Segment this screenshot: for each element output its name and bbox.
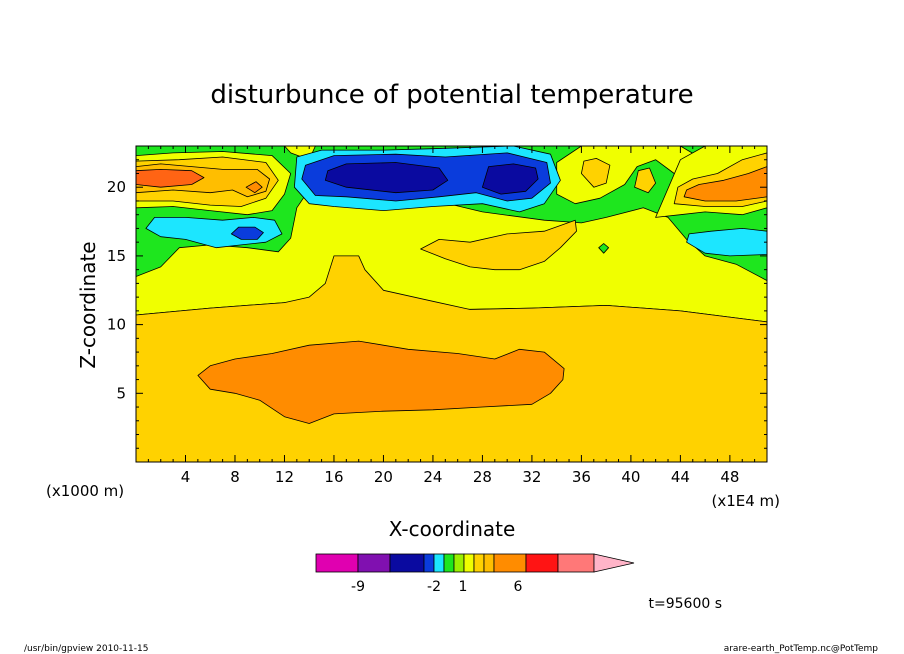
colorbar-swatch — [483, 553, 495, 573]
x-tick-label: 40 — [621, 468, 640, 486]
contour-cyan-right — [686, 227, 767, 257]
y-tick-label: 15 — [107, 247, 126, 265]
colorbar-swatch — [493, 553, 527, 573]
x-tick-label: 12 — [275, 468, 294, 486]
colorbar-swatch — [423, 553, 435, 573]
contour-navy-core-right — [481, 163, 539, 195]
colorbar-label: 1 — [459, 579, 468, 595]
x-tick-label: 32 — [522, 468, 541, 486]
contour-light-orange-small-right-b — [634, 167, 656, 194]
y-axis-label: Z-coordinate — [76, 241, 100, 368]
contour-navy-core-left — [324, 162, 449, 194]
colorbar-swatch — [389, 553, 425, 573]
x-unit-left: (x1000 m) — [46, 482, 124, 500]
y-axis-ticks: 5 10 15 20 — [107, 159, 767, 449]
footer-right: arare-earth_PotTemp.nc@PotTemp — [724, 644, 879, 654]
contour-regions — [136, 146, 767, 462]
plot-frame — [135, 145, 768, 463]
colorbar-label: 6 — [514, 579, 523, 595]
x-tick-label: 28 — [473, 468, 492, 486]
colorbar-swatch — [453, 553, 465, 573]
footer-left: /usr/bin/gpview 2010-11-15 — [24, 644, 148, 654]
colorbar-swatch — [357, 553, 391, 573]
x-axis-label: X-coordinate — [389, 517, 516, 541]
x-tick-label: 48 — [720, 468, 739, 486]
x-tick-label: 8 — [230, 468, 240, 486]
colorbar — [315, 553, 635, 573]
x-tick-label: 4 — [181, 468, 191, 486]
colorbar-swatch — [433, 553, 445, 573]
colorbar-swatch — [315, 553, 359, 573]
x-tick-label: 20 — [374, 468, 393, 486]
contour-lower-orange-core — [197, 340, 565, 424]
contour-dark-orange-left-core — [136, 168, 205, 188]
contour-blue-small-left — [230, 226, 264, 240]
colorbar-swatch — [473, 553, 485, 573]
y-tick-label: 5 — [116, 384, 126, 402]
contour-green-patch-mid-right — [598, 243, 609, 254]
y-tick-label: 20 — [107, 178, 126, 196]
contour-dark-orange-small-left — [245, 181, 263, 194]
contour-orange-right-top — [683, 166, 767, 202]
colorbar-labels: -9 -2 1 6 — [351, 579, 523, 595]
contour-light-orange-mid — [420, 219, 577, 271]
x-unit-right: (x1E4 m) — [711, 492, 780, 510]
x-tick-label: 36 — [572, 468, 591, 486]
colorbar-label: -2 — [427, 579, 441, 595]
colorbar-swatch — [525, 553, 559, 573]
contour-light-orange-small-right-a — [581, 157, 611, 188]
chart-title: disturbunce of potential temperature — [210, 80, 693, 110]
y-tick-label: 10 — [107, 316, 126, 334]
x-tick-label: 16 — [324, 468, 343, 486]
x-axis-ticks: 4 8 12 16 20 24 28 32 36 40 44 48 — [147, 146, 756, 486]
colorbar-label: -9 — [351, 579, 365, 595]
colorbar-swatch — [463, 553, 475, 573]
x-tick-label: 24 — [423, 468, 442, 486]
x-tick-label: 44 — [671, 468, 690, 486]
contour-cyan-left — [145, 216, 283, 249]
colorbar-extend-triangle — [593, 553, 635, 573]
time-label: t=95600 s — [649, 596, 723, 612]
colorbar-swatch — [443, 553, 455, 573]
colorbar-swatch — [557, 553, 595, 573]
